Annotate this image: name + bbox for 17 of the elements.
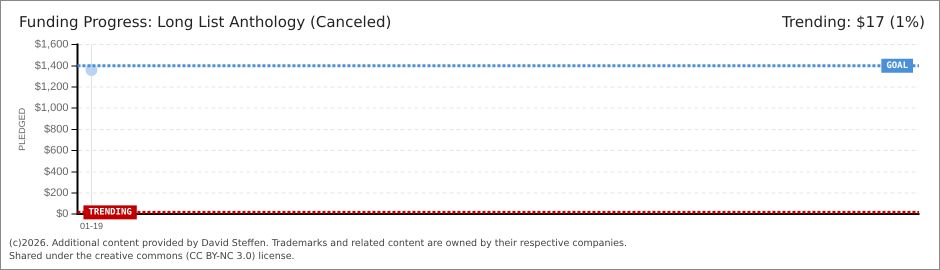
y-tick-label: $1,600 — [34, 38, 68, 51]
y-tick-label: $600 — [44, 144, 68, 157]
y-tick-label: $200 — [44, 187, 68, 200]
y-tick-label: $0 — [56, 208, 68, 220]
chart-title: Funding Progress: Long List Anthology (Canceled) — [19, 13, 392, 31]
y-tick-label: $1,000 — [34, 102, 68, 114]
x-tick-label: 01-19 — [80, 221, 103, 232]
y-tick-label: $1,200 — [34, 81, 68, 94]
ref-line-label: TRENDING — [88, 208, 132, 218]
y-tick-label: $800 — [44, 123, 68, 136]
y-tick-label: $1,400 — [34, 60, 68, 72]
ref-line-label: GOAL — [886, 61, 909, 72]
y-axis-title: PLEDGED — [16, 107, 27, 151]
text: Shared under the creative commons (CC BY-NC 3.0) license. — [9, 250, 296, 263]
y-tick-label: $400 — [44, 166, 68, 178]
chart-subtitle: Trending: $17 (1%) — [782, 13, 925, 31]
text: (c)2026. Additional content provided by David Steffen. Trademarks and related content are owned by their respective companies. — [9, 237, 627, 250]
